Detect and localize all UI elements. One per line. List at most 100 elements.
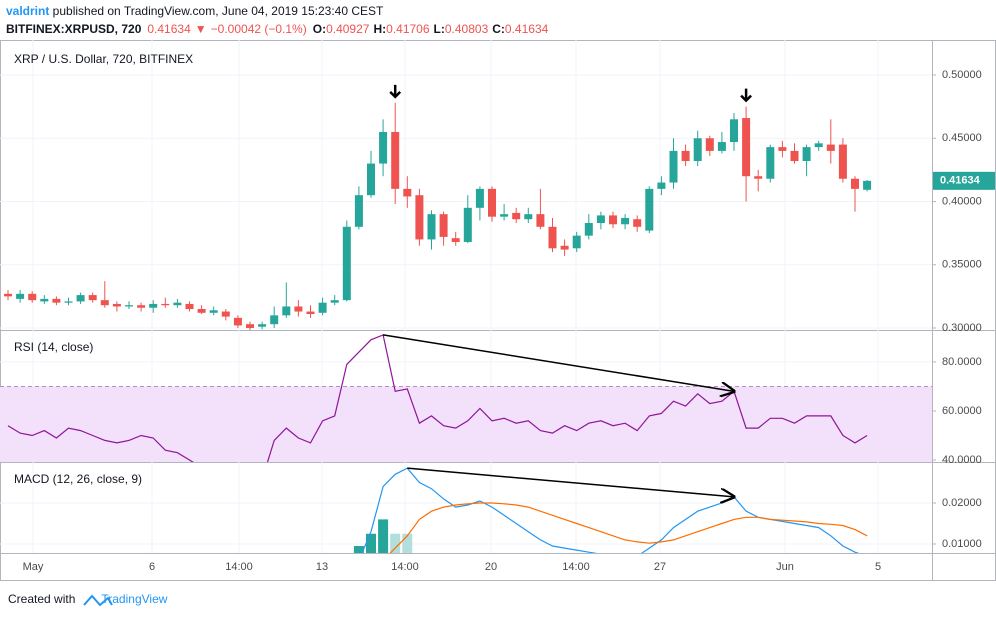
candle-body — [28, 293, 37, 301]
candle-body — [512, 212, 521, 220]
candle-body — [463, 207, 472, 242]
candle-body — [391, 131, 400, 189]
divergence-line — [407, 467, 734, 497]
candle-body — [475, 188, 484, 208]
candle-body — [16, 293, 25, 299]
c-label: C: — [492, 22, 505, 36]
candle-body — [258, 324, 267, 327]
last-price-label: 0.41634 — [940, 175, 981, 187]
candle-body — [488, 188, 496, 217]
histogram-bar — [390, 533, 401, 553]
candle-body — [270, 315, 279, 325]
pane — [0, 334, 932, 462]
candle-body — [173, 302, 182, 306]
o-label: O: — [313, 22, 326, 36]
y-tick-label: 0.35000 — [942, 259, 982, 271]
candle-body — [149, 303, 158, 308]
close-val: 0.41634 — [505, 22, 549, 36]
candle-body — [560, 245, 569, 250]
candle-body — [221, 311, 230, 317]
candle-body — [246, 324, 254, 328]
candle-body — [524, 214, 533, 220]
pane-title: MACD (12, 26, close, 9) — [14, 472, 142, 486]
x-tick-label: 14:00 — [391, 561, 419, 573]
candle-body — [4, 293, 12, 297]
candle-body — [596, 215, 605, 224]
direction: ▼ — [195, 22, 207, 36]
x-tick-label: 5 — [875, 561, 881, 573]
published: published on TradingView.com, June 04, 2… — [49, 4, 384, 18]
candle-body — [851, 178, 859, 189]
candle-body — [536, 214, 545, 227]
candle-body — [88, 295, 97, 301]
candle-body — [584, 223, 593, 236]
x-tick-label: Jun — [776, 561, 794, 573]
candle-body — [681, 150, 690, 162]
candle-body — [669, 150, 678, 183]
pane-title: RSI (14, close) — [14, 340, 93, 354]
y-tick-label: 0.02000 — [942, 497, 982, 509]
candle-body — [330, 300, 339, 303]
candle-body — [609, 215, 617, 225]
candle-body — [294, 306, 303, 312]
y-tick-label: 0.50000 — [942, 69, 982, 81]
candle-body — [814, 143, 823, 148]
symbol-line: BITFINEX:XRPUSD, 720 0.41634 ▼ −0.00042 (−0… — [6, 22, 549, 36]
histogram-bar — [378, 519, 389, 553]
candle-body — [161, 303, 170, 306]
y-tick-label: 60.0000 — [942, 405, 982, 417]
peak-arrow — [389, 84, 402, 99]
x-tick-label: 20 — [485, 561, 497, 573]
candle-body — [112, 303, 121, 307]
candle-body — [367, 163, 375, 196]
candle-body — [76, 295, 85, 302]
candle-body — [415, 195, 424, 240]
candle-body — [548, 226, 557, 249]
divergence-line — [382, 334, 734, 391]
x-tick-label: 14:00 — [562, 561, 590, 573]
candle-body — [451, 238, 460, 242]
candle-body — [40, 298, 49, 302]
low-val: 0.40803 — [445, 22, 489, 36]
candle-body — [318, 302, 327, 313]
pane-title: XRP / U.S. Dollar, 720, BITFINEX — [14, 52, 193, 66]
x-tick-label: 13 — [316, 561, 328, 573]
footer: Created with TradingView — [8, 592, 168, 606]
candle-body — [342, 226, 351, 301]
pane — [0, 74, 932, 330]
last: 0.41634 — [147, 22, 191, 36]
y-tick-label: 40.0000 — [942, 454, 982, 466]
candle-body — [403, 188, 412, 197]
candle-body — [826, 144, 835, 151]
candle-body — [137, 305, 146, 308]
x-tick-label: 27 — [654, 561, 666, 573]
symbol: BITFINEX:XRPUSD, 720 — [6, 22, 142, 36]
candle-body — [730, 119, 738, 143]
candle-body — [693, 138, 702, 162]
candle-body — [209, 310, 218, 313]
h-label: H: — [373, 22, 386, 36]
x-tick-label: May — [23, 561, 44, 573]
candle-body — [657, 182, 666, 189]
candle-body — [621, 217, 630, 225]
histogram-bar — [402, 533, 413, 553]
high-val: 0.41706 — [386, 22, 430, 36]
candle-body — [379, 131, 388, 164]
candle-body — [100, 300, 109, 306]
l-label: L: — [434, 22, 445, 36]
change: −0.00042 (−0.1%) — [211, 22, 307, 36]
candle-body — [778, 147, 787, 151]
candle-body — [802, 147, 811, 162]
histogram-bar — [353, 546, 364, 553]
candle-body — [754, 176, 763, 179]
candle-body — [633, 219, 642, 227]
candle-body — [572, 235, 581, 249]
candle-body — [645, 188, 654, 231]
footer-brand[interactable]: TradingView — [101, 592, 167, 606]
peak-arrow — [740, 88, 752, 103]
candle-body — [705, 138, 714, 151]
band — [0, 386, 932, 462]
author[interactable]: valdrint — [6, 4, 49, 18]
rsi-line — [7, 334, 868, 462]
footer-created: Created with — [8, 592, 75, 606]
